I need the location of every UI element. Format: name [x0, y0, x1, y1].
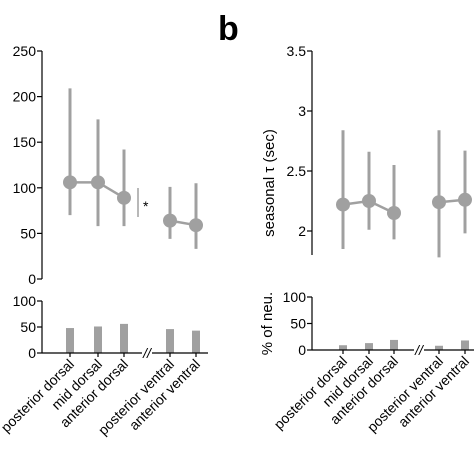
- bar: [166, 329, 174, 353]
- bar: [192, 330, 200, 353]
- data-point: [117, 190, 131, 205]
- data-point: [163, 213, 177, 228]
- bar: [339, 345, 347, 350]
- data-point: [189, 218, 203, 233]
- bar-y-tick-label: 0: [28, 345, 36, 361]
- data-point: [362, 194, 376, 208]
- y-axis-title: seasonal τ (sec): [261, 129, 278, 237]
- bar: [390, 339, 398, 350]
- y-tick-label: 200: [13, 89, 37, 105]
- bar-y-axis-title: % of neu.: [259, 292, 276, 355]
- bar: [94, 326, 102, 353]
- axis-break-mark: //: [414, 342, 425, 358]
- bar: [365, 343, 373, 350]
- y-tick-label: 3: [298, 103, 306, 119]
- y-tick-label: 250: [13, 43, 37, 59]
- significance-star: *: [143, 198, 149, 214]
- y-tick-label: 2.5: [287, 163, 307, 179]
- bar-y-tick-label: 50: [20, 319, 36, 335]
- data-point: [63, 175, 77, 190]
- data-point: [432, 195, 446, 210]
- bar-y-tick-label: 100: [13, 293, 37, 309]
- data-point: [91, 175, 105, 190]
- bar: [66, 328, 74, 353]
- y-tick-label: 150: [13, 134, 37, 150]
- y-tick-label: 100: [13, 180, 37, 196]
- bar-y-tick-label: 0: [298, 342, 306, 358]
- bar: [435, 345, 443, 350]
- data-point: [387, 206, 401, 220]
- bar-y-tick-label: 100: [283, 289, 307, 305]
- data-point: [336, 197, 350, 212]
- panel-b-letter: b: [218, 10, 239, 48]
- bar: [120, 323, 128, 353]
- y-tick-label: 0: [28, 271, 36, 287]
- bar: [461, 340, 469, 350]
- axis-break-mark: //: [142, 345, 153, 361]
- y-tick-label: 3.5: [287, 43, 307, 59]
- panel-b-chart: 2 2.5 3 3.5 seasonal τ (sec) 0 50 100 % of neu. /…: [259, 43, 474, 435]
- bar-y-tick-label: 50: [290, 316, 306, 332]
- data-point: [458, 192, 472, 207]
- y-tick-label: 50: [20, 225, 36, 241]
- y-tick-label: 2: [298, 223, 306, 239]
